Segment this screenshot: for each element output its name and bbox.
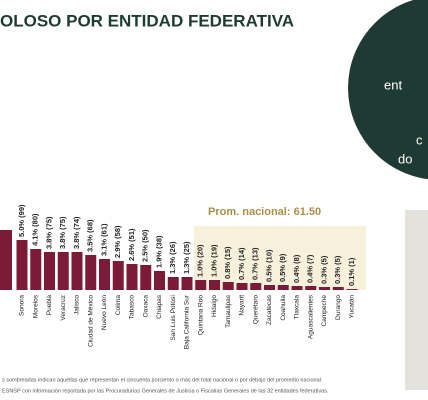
value-label: 2.6% (51) [127,228,136,261]
footnote: s sombreadas indican aquellas que repres… [2,377,323,383]
bar [264,285,275,290]
x-tick-label: Puebla [46,295,53,316]
bar [57,252,69,290]
x-tick-label: Chiapas [156,294,163,319]
value-label: 1.3% (26) [168,241,177,274]
x-tick-label: Hidalgo [211,295,218,317]
value-label: 0.4% (7) [306,254,315,283]
side-text: do [398,151,412,166]
side-text: c [416,132,423,147]
value-label: 1.0% (19) [209,244,218,277]
bar [16,240,28,290]
bar [209,280,220,290]
bar [195,280,207,290]
value-label: 0.8% (15) [223,246,232,279]
value-label: 0.1% (1) [347,257,356,286]
pattern-panel [405,210,428,390]
x-tick-label: Querétaro [252,295,259,325]
bar [140,265,152,290]
bar [112,261,124,290]
value-label: 0.5% (10) [264,249,273,282]
x-tick-label: Morelos [32,294,39,318]
value-label: 5.0% (99) [17,204,26,237]
value-label: 0.7% (13) [251,247,260,280]
bar [167,277,179,290]
value-label: 2.5% (50) [141,229,150,262]
bar [319,287,330,290]
x-tick-label: Aguascalientes [307,294,314,339]
bar [346,289,358,290]
value-label: 3.8% (75) [44,216,53,249]
value-label: 1.0% (20) [196,244,205,277]
x-tick-label: Sonora [19,295,26,316]
bar [99,259,110,290]
x-tick-label: Tamaulipas [225,294,232,328]
bar [30,249,42,290]
bar [44,252,55,290]
value-label: 0.4% (8) [292,254,301,283]
footnote: ESNSP con información reportada por las … [2,388,329,394]
value-label: 3.8% (75) [58,216,67,249]
chart-title: OLOSO POR ENTIDAD FEDERATIVA [0,11,294,30]
x-tick-label: Jalisco [74,295,81,315]
value-label: 0.3% (5) [333,255,342,284]
average-label: Prom. nacional: 61.50 [208,206,321,218]
x-tick-label: Nayarit [239,295,246,316]
x-tick-label: Oaxaca [142,295,149,318]
x-tick-label: Colima [115,295,122,316]
value-label: 1.9% (38) [154,235,163,268]
partial-bar [0,230,12,290]
bar [332,287,344,290]
value-label: 0.3% (5) [319,255,328,284]
bar [181,277,193,290]
shaded-region [194,226,366,290]
x-tick-label: Ciudad de México [87,295,94,347]
x-tick-label: Durango [335,295,342,320]
bar [291,286,303,290]
x-tick-label: San Luis Potosí [170,295,177,341]
value-label: 3.1% (61) [99,223,108,256]
bar [154,271,165,290]
value-label: 0.5% (9) [278,253,287,282]
x-tick-label: Nuevo León [101,295,108,330]
x-tick-label: Campeche [321,295,328,327]
x-tick-label: Veracruz [60,295,67,321]
bar [277,285,289,290]
x-tick-label: Tlaxcala [294,295,301,320]
bar [85,255,97,290]
x-tick-label: Baja California Sur [184,294,191,349]
bar [305,286,317,290]
value-label: 3.5% (68) [86,219,95,252]
bar [222,282,234,290]
side-text: ent [384,77,402,92]
bar [126,264,138,290]
value-label: 3.8% (74) [72,216,81,249]
value-label: 0.7% (14) [237,247,246,280]
bar [250,283,262,290]
x-tick-label: Quintana Roo [197,295,204,335]
bar [71,252,83,290]
value-label: 4.1% (80) [31,213,40,246]
bar [236,283,248,290]
value-label: 1.3% (25) [182,241,191,274]
side-circle [348,0,428,180]
x-tick-label: Yucatán [349,295,356,319]
x-tick-label: Tabasco [129,295,136,320]
x-tick-label: Zacatecas [266,294,273,325]
x-tick-label: Coahuila [280,295,287,321]
value-label: 2.9% (58) [113,225,122,258]
